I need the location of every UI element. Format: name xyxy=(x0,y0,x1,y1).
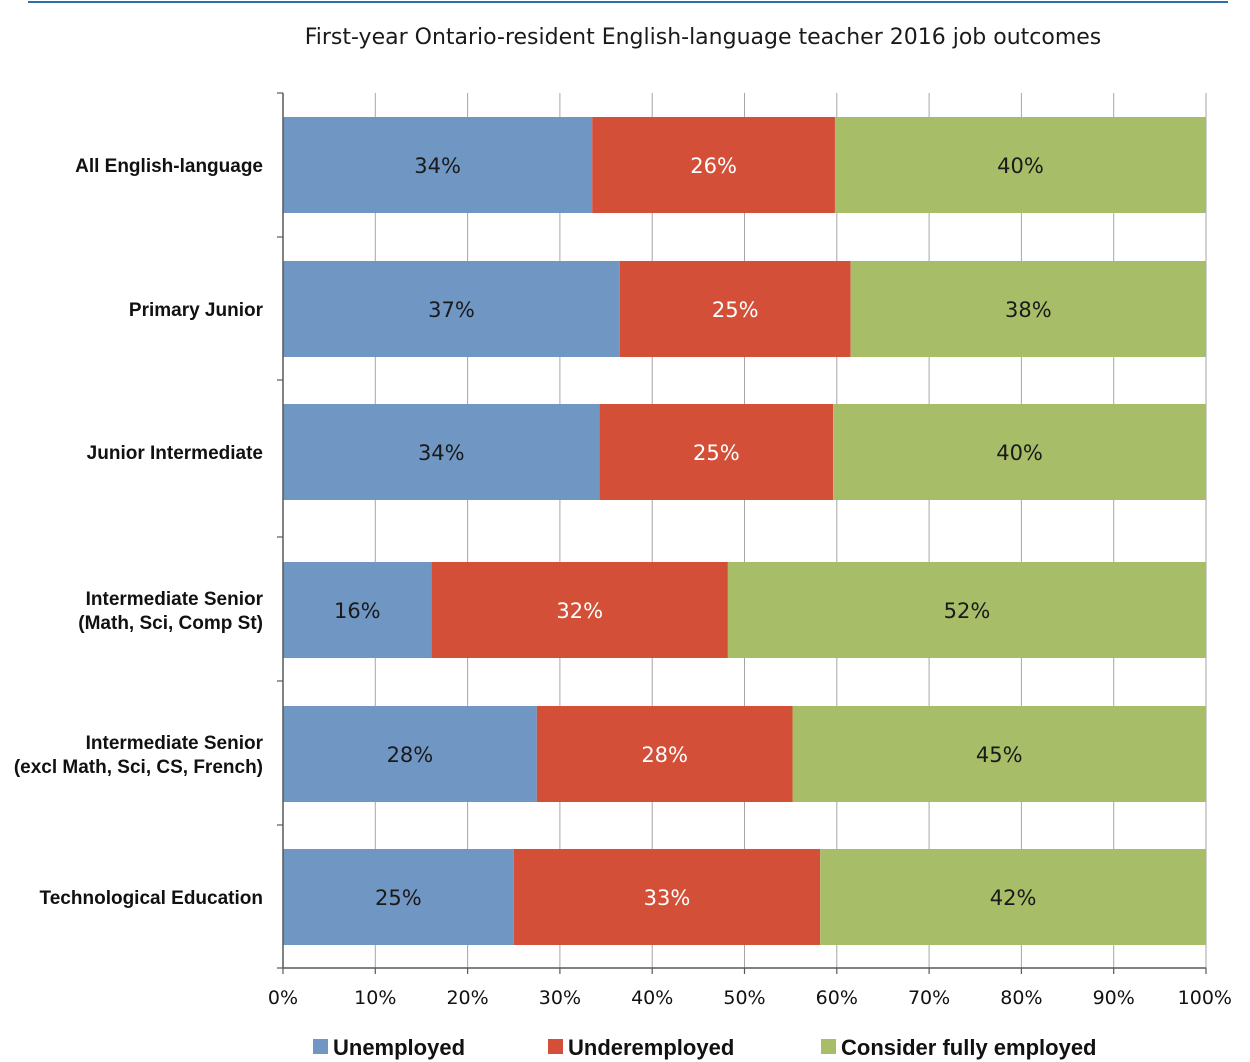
category-label: Technological Education xyxy=(40,888,263,909)
data-labels: 34% 26% 40% 37% 25% 38% 34% 25% 40% 16% 32% 52% 28% 2… xyxy=(334,154,1052,910)
gridlines xyxy=(374,93,1207,968)
bars xyxy=(283,117,1206,945)
data-label: 40% xyxy=(997,154,1044,178)
bar-segment xyxy=(283,706,537,802)
category-label: All English-language xyxy=(75,156,263,177)
bar-segment xyxy=(792,706,1206,802)
legend-entry: Underemployed xyxy=(568,1035,734,1060)
bar-segment xyxy=(619,261,851,357)
bar-segment xyxy=(850,261,1206,357)
data-label: 45% xyxy=(976,743,1023,767)
axes xyxy=(277,92,1207,974)
x-tick-labels: 0% 10% 20% 30% 40% 50% 60% 70% 80% 90% 100% xyxy=(268,987,1232,1009)
x-tick-label: 100% xyxy=(1178,987,1232,1009)
bar-segment xyxy=(513,849,821,945)
bar-segment xyxy=(283,261,620,357)
data-label: 33% xyxy=(644,886,691,910)
data-label: 25% xyxy=(375,886,422,910)
legend-entry: Consider fully employed xyxy=(841,1035,1097,1060)
legend-swatch xyxy=(313,1039,328,1054)
data-label: 28% xyxy=(641,743,688,767)
data-label: 52% xyxy=(944,599,991,623)
chart-title: First-year Ontario-resident English-lang… xyxy=(305,25,1102,50)
x-tick-label: 40% xyxy=(631,987,673,1009)
bar-segment xyxy=(727,562,1206,658)
bar-segment xyxy=(820,849,1206,945)
data-label: 32% xyxy=(556,599,603,623)
bar-segment xyxy=(592,117,835,213)
data-label: 38% xyxy=(1005,298,1052,322)
data-label: 37% xyxy=(428,298,475,322)
x-tick-label: 90% xyxy=(1093,987,1135,1009)
legend-swatch xyxy=(821,1039,836,1054)
legend: Unemployed Underemployed Consider fully em… xyxy=(313,1035,1097,1060)
bar-segment xyxy=(283,404,600,500)
legend-swatch xyxy=(548,1039,563,1054)
bar-segment xyxy=(283,849,514,945)
data-label: 34% xyxy=(414,154,461,178)
bar-segment xyxy=(599,404,834,500)
category-label: Primary Junior xyxy=(129,300,264,321)
data-label: 40% xyxy=(996,441,1043,465)
bar-segment xyxy=(833,404,1206,500)
bar-segment xyxy=(536,706,793,802)
data-label: 28% xyxy=(387,743,434,767)
data-label: 42% xyxy=(990,886,1037,910)
data-label: 25% xyxy=(693,441,740,465)
category-label: Intermediate Senior xyxy=(86,589,264,610)
data-label: 25% xyxy=(712,298,759,322)
category-label: (Math, Sci, Comp St) xyxy=(78,613,263,634)
x-tick-label: 20% xyxy=(446,987,488,1009)
data-label: 16% xyxy=(334,599,381,623)
x-tick-label: 0% xyxy=(268,987,298,1009)
x-tick-label: 30% xyxy=(539,987,581,1009)
bar-segment xyxy=(834,117,1206,213)
legend-entry: Unemployed xyxy=(333,1035,465,1060)
x-tick-label: 60% xyxy=(816,987,858,1009)
x-tick-label: 80% xyxy=(1000,987,1042,1009)
category-label: Junior Intermediate xyxy=(87,443,263,464)
bar-segment xyxy=(283,117,593,213)
bar-segment xyxy=(431,562,728,658)
x-tick-label: 50% xyxy=(723,987,765,1009)
x-tick-label: 70% xyxy=(908,987,950,1009)
bar-segment xyxy=(283,562,432,658)
category-labels: All English-language Primary Junior Junior… xyxy=(14,156,264,909)
x-tick-label: 10% xyxy=(354,987,396,1009)
category-label: (excl Math, Sci, CS, French) xyxy=(14,757,263,778)
category-label: Intermediate Senior xyxy=(86,733,264,754)
data-label: 26% xyxy=(690,154,737,178)
data-label: 34% xyxy=(418,441,465,465)
